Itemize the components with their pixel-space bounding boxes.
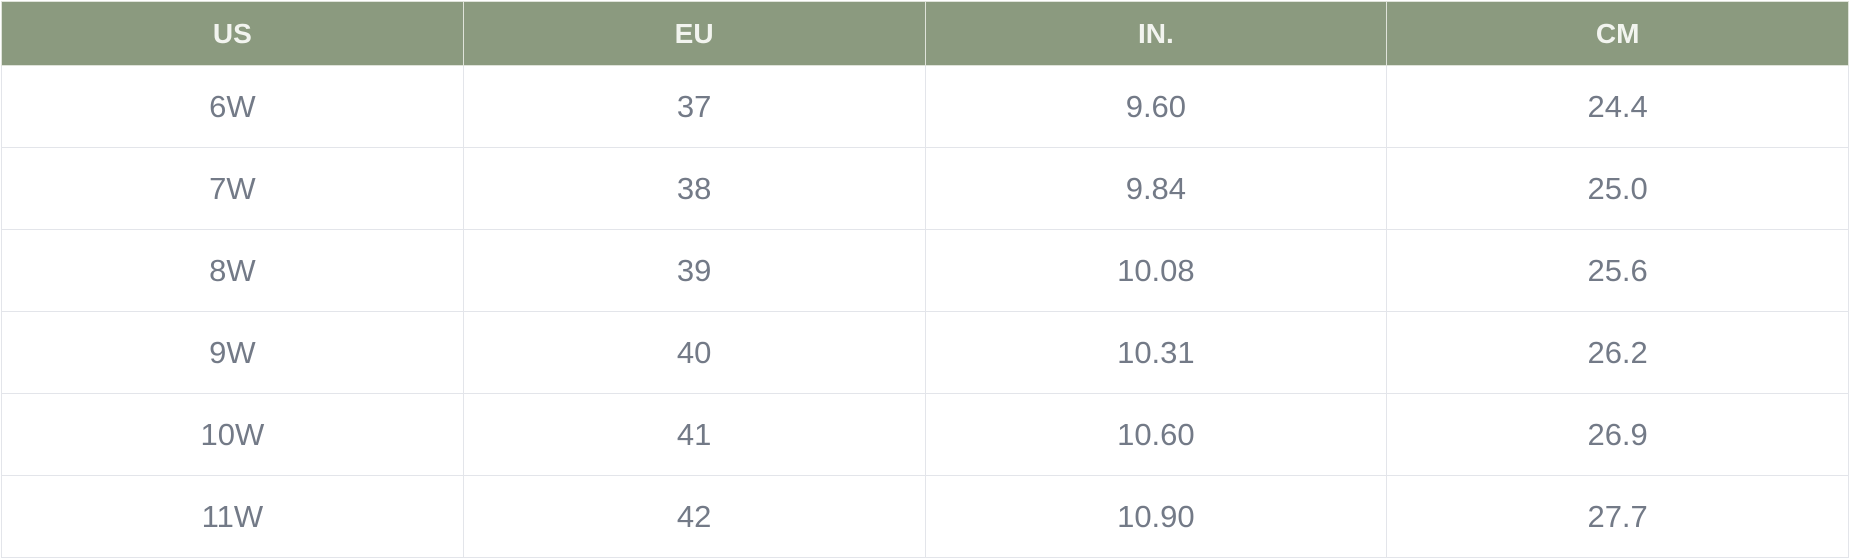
column-header-cm: CM — [1386, 1, 1849, 66]
cell-us: 8W — [1, 229, 464, 312]
table-row: 10W 41 10.60 26.9 — [1, 393, 1849, 476]
cell-cm: 25.6 — [1386, 229, 1849, 312]
table-row: 7W 38 9.84 25.0 — [1, 147, 1849, 230]
table-row: 11W 42 10.90 27.7 — [1, 475, 1849, 558]
cell-in: 10.90 — [924, 475, 1388, 558]
cell-cm: 27.7 — [1386, 475, 1849, 558]
table-row: 9W 40 10.31 26.2 — [1, 311, 1849, 394]
cell-us: 7W — [1, 147, 464, 230]
cell-eu: 39 — [462, 229, 926, 312]
cell-in: 9.60 — [924, 65, 1388, 148]
header-row: US EU IN. CM — [1, 1, 1849, 66]
cell-in: 10.60 — [924, 393, 1388, 476]
table-header: US EU IN. CM — [1, 1, 1849, 66]
cell-cm: 25.0 — [1386, 147, 1849, 230]
cell-in: 10.31 — [924, 311, 1388, 394]
table-row: 8W 39 10.08 25.6 — [1, 229, 1849, 312]
cell-eu: 40 — [462, 311, 926, 394]
cell-cm: 26.9 — [1386, 393, 1849, 476]
cell-us: 10W — [1, 393, 464, 476]
cell-cm: 24.4 — [1386, 65, 1849, 148]
cell-eu: 37 — [462, 65, 926, 148]
cell-us: 6W — [1, 65, 464, 148]
table-row: 6W 37 9.60 24.4 — [1, 65, 1849, 148]
column-header-us: US — [1, 1, 464, 66]
table-body: 6W 37 9.60 24.4 7W 38 9.84 25.0 8W 39 10… — [1, 65, 1849, 558]
cell-eu: 38 — [462, 147, 926, 230]
cell-cm: 26.2 — [1386, 311, 1849, 394]
cell-eu: 42 — [462, 475, 926, 558]
cell-eu: 41 — [462, 393, 926, 476]
column-header-eu: EU — [462, 1, 926, 66]
cell-us: 9W — [1, 311, 464, 394]
cell-us: 11W — [1, 475, 464, 558]
column-header-in: IN. — [924, 1, 1388, 66]
cell-in: 10.08 — [924, 229, 1388, 312]
cell-in: 9.84 — [924, 147, 1388, 230]
